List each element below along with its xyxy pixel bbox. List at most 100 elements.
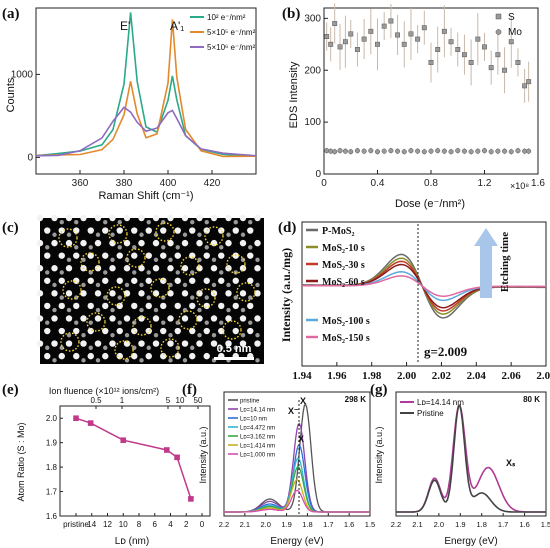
atom — [123, 315, 131, 322]
legend-entry: Lᴅ=14.14 nm — [417, 398, 464, 407]
atom — [254, 214, 261, 222]
data-point-s — [461, 52, 467, 58]
atom — [254, 315, 261, 322]
atom — [44, 302, 51, 310]
atom-dim — [240, 333, 246, 338]
data-point-mo — [455, 148, 461, 154]
atom — [65, 239, 73, 247]
data-point-s — [455, 47, 461, 52]
atom-dim — [182, 307, 188, 313]
atom — [145, 277, 152, 284]
data-point-s — [495, 52, 501, 58]
atom — [189, 277, 196, 284]
atom-dim — [226, 307, 231, 313]
atom — [225, 239, 232, 247]
data-point — [87, 420, 94, 426]
legend-swatch-mo — [495, 29, 502, 35]
data-point-mo — [337, 148, 343, 154]
atom — [247, 252, 254, 259]
atom — [80, 214, 87, 222]
atom — [203, 352, 210, 360]
atom — [87, 277, 94, 284]
atom-dim — [110, 307, 115, 313]
series-group — [73, 415, 194, 502]
vacancy-circle — [80, 252, 100, 272]
data-point — [174, 454, 180, 461]
x-tick-label: 2.1 — [412, 520, 422, 529]
atom-dim — [161, 320, 166, 325]
data-point — [188, 496, 194, 502]
atom — [232, 327, 239, 335]
atom — [145, 227, 152, 234]
vacancy-circle — [106, 286, 126, 306]
atom — [232, 227, 239, 234]
atom — [87, 252, 94, 259]
atom-dim — [66, 333, 72, 338]
atom — [123, 239, 131, 247]
data-point-mo — [395, 148, 401, 154]
atom — [94, 214, 102, 222]
atom — [196, 214, 203, 222]
atom-dim — [248, 320, 253, 325]
x-tick-label: 1.6 — [531, 178, 545, 189]
atom — [102, 252, 109, 259]
atom — [109, 214, 116, 222]
atom-dim — [175, 245, 180, 250]
atom — [51, 214, 58, 222]
atom — [225, 340, 232, 347]
series-line — [35, 19, 257, 158]
data-point-s — [428, 60, 434, 65]
data-point-mo — [381, 148, 387, 154]
atom — [239, 340, 247, 347]
legend: S Mo — [495, 12, 522, 38]
atom-dim — [81, 257, 86, 263]
atom — [58, 277, 65, 284]
x-tick-label: 0.4 — [371, 178, 385, 189]
legend-entry: P-MoS₂ — [322, 226, 354, 237]
atom-dim — [204, 245, 209, 250]
panel-label: (a) — [2, 6, 20, 22]
y-tick-label: 1.6 — [46, 512, 58, 521]
atom — [131, 227, 138, 234]
panel-label: (d) — [278, 220, 296, 236]
data-point-mo — [526, 148, 532, 154]
atom — [65, 290, 73, 297]
vacancy-circle — [150, 278, 170, 298]
x-axis-label: Energy (eV) — [270, 536, 323, 547]
atom — [218, 277, 225, 284]
atom — [152, 340, 160, 347]
atom — [138, 214, 145, 222]
legend: 10² e⁻/nm² 5×10⁵ e⁻/nm² 5×10⁶ e⁻/nm² — [190, 13, 256, 52]
g-value-annotation: g=2.009 — [424, 344, 468, 359]
atom — [102, 227, 109, 234]
data-point-s — [332, 21, 338, 27]
atom-dim — [95, 358, 101, 363]
atom — [247, 277, 254, 284]
atom-dim — [226, 282, 231, 288]
atom — [239, 265, 247, 272]
atom-dim — [204, 320, 209, 325]
x-axis-label: Raman Shift (cm⁻¹) — [98, 190, 193, 202]
top-axis: 0.5 1 5 10 50 — [90, 396, 203, 409]
data-point-mo — [428, 148, 434, 154]
atom — [160, 302, 167, 310]
atom-dim — [45, 245, 50, 250]
atom-dim — [219, 345, 224, 350]
data-point-mo — [508, 149, 514, 155]
data-point-s — [328, 41, 334, 47]
atom — [167, 239, 174, 247]
x-tick-label: 2.06 — [502, 370, 522, 382]
data-point-mo — [441, 148, 447, 154]
atom — [123, 265, 131, 272]
atom-dim — [139, 358, 144, 363]
y-tick-label: 100 — [304, 117, 321, 128]
atom-dim — [211, 257, 217, 263]
data-point-s — [415, 36, 421, 42]
atom-dim — [211, 282, 217, 288]
atom — [58, 352, 65, 360]
plot-frame — [301, 221, 547, 367]
y-axis-label: EDS Intensity — [288, 61, 300, 128]
legend-entry: S — [508, 12, 515, 23]
